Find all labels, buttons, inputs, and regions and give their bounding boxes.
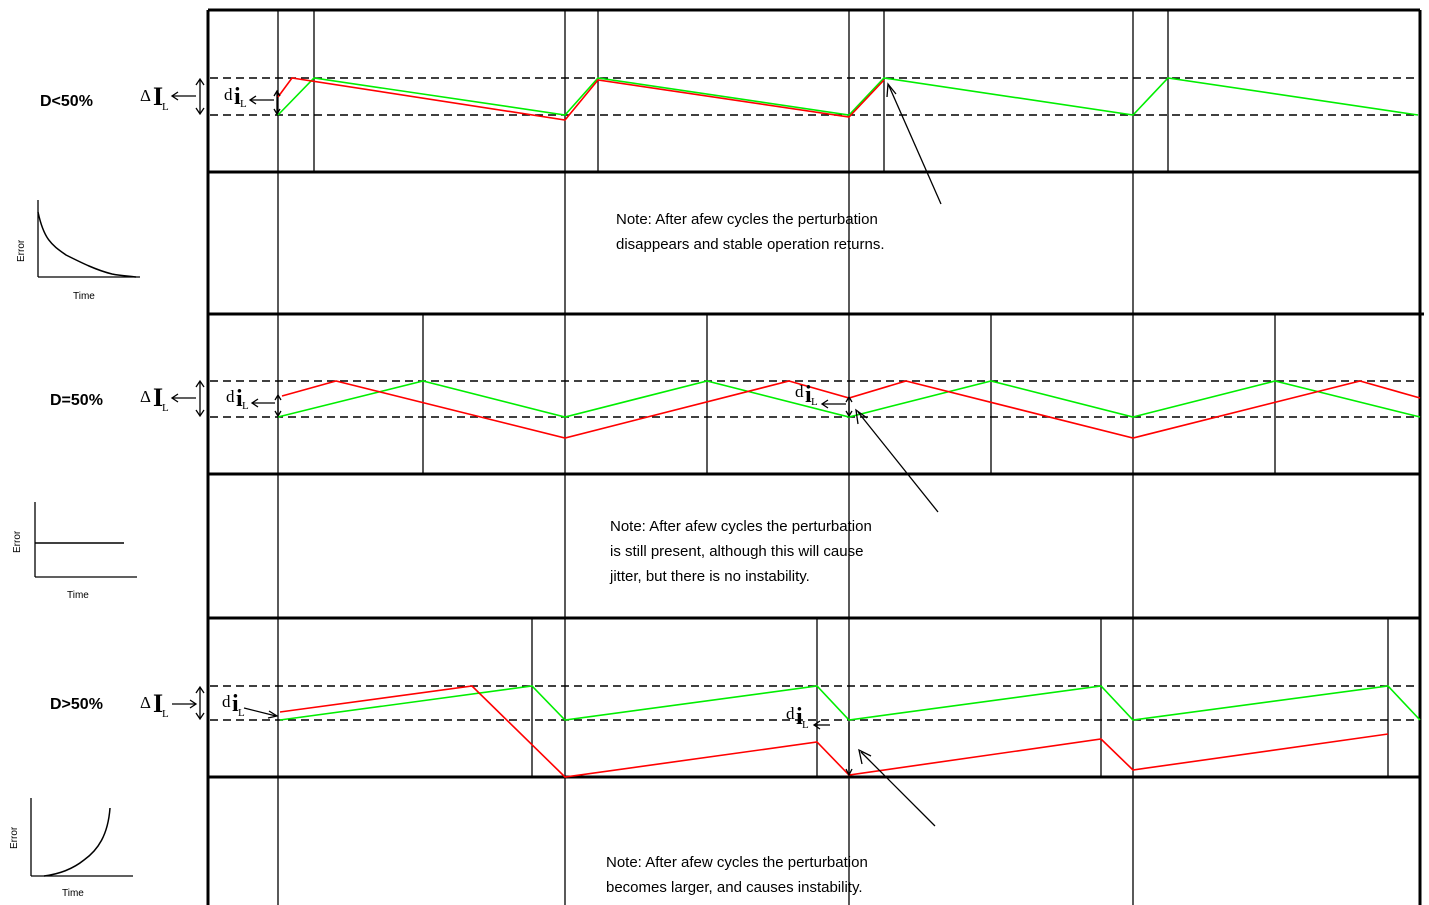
delta-subscript-1: L bbox=[162, 101, 169, 113]
note-2-line-2: is still present, although this will cau… bbox=[610, 543, 863, 560]
timing-grid bbox=[206, 8, 1424, 905]
d-subscript-2: L bbox=[242, 400, 249, 412]
delta-subscript-2: L bbox=[162, 402, 169, 414]
duty-cycle-label-2: D=50% bbox=[50, 392, 103, 409]
d-i-glyph-2: i bbox=[236, 386, 243, 412]
delta-i-glyph-3: I bbox=[153, 689, 163, 718]
error-axis-label-3: Error bbox=[9, 826, 20, 849]
duty-cycle-label-1: D<50% bbox=[40, 93, 93, 110]
d-symbol-2b: d bbox=[795, 382, 804, 401]
note-1-line-1: Note: After afew cycles the perturbation bbox=[616, 211, 878, 228]
duty-cycle-label-3: D>50% bbox=[50, 696, 103, 713]
note-2-line-3: jitter, but there is no instability. bbox=[609, 568, 810, 585]
d-symbol-2: d bbox=[226, 387, 235, 406]
time-axis-label-2: Time bbox=[67, 590, 89, 601]
panel-2-annotations: D=50% Δ I L d i L d i L Note: After afew… bbox=[50, 379, 939, 585]
delta-i-glyph-1: I bbox=[153, 82, 163, 111]
note-3-line-1: Note: After afew cycles the perturbation bbox=[606, 854, 868, 871]
d-symbol-1: d bbox=[224, 85, 233, 104]
d-i-glyph-1: i bbox=[234, 84, 241, 110]
perturbed-inductor-current-3 bbox=[279, 685, 1389, 778]
delta-i-glyph-2: I bbox=[153, 383, 163, 412]
note-1-line-2: disappears and stable operation returns. bbox=[616, 236, 885, 253]
d-i-glyph-3: i bbox=[232, 691, 239, 717]
d-symbol-3: d bbox=[222, 692, 231, 711]
note-3-line-2: becomes larger, and causes instability. bbox=[606, 879, 863, 896]
panel-3-annotations: D>50% Δ I L d i L d i L Note: After afew… bbox=[50, 685, 936, 896]
perturbed-inductor-current-2 bbox=[281, 380, 1421, 439]
error-inset-decaying: Error Time bbox=[16, 200, 140, 302]
d-i-glyph-3b: i bbox=[796, 704, 803, 730]
d-subscript-2b: L bbox=[811, 396, 818, 408]
time-axis-label-3: Time bbox=[62, 888, 84, 899]
error-curve-decaying bbox=[37, 211, 137, 278]
time-axis-label-1: Time bbox=[73, 291, 95, 302]
note-2-line-1: Note: After afew cycles the perturbation bbox=[610, 518, 872, 535]
d-subscript-3: L bbox=[238, 707, 245, 719]
panel-1-waveforms bbox=[277, 77, 1419, 121]
delta-symbol-3: Δ bbox=[140, 693, 151, 712]
delta-subscript-3: L bbox=[162, 708, 169, 720]
d-i-glyph-2b: i bbox=[805, 382, 812, 408]
error-axis-label-1: Error bbox=[16, 239, 27, 262]
panel-3-waveforms bbox=[279, 685, 1421, 778]
d-subscript-3b: L bbox=[802, 719, 809, 731]
delta-symbol-2: Δ bbox=[140, 387, 151, 406]
panel-1-annotations: D<50% Δ I L d i L Note: After afew cycle… bbox=[40, 77, 942, 253]
error-inset-growing: Error Time bbox=[9, 798, 133, 899]
error-inset-constant: Error Time bbox=[12, 502, 137, 601]
error-axis-label-2: Error bbox=[12, 530, 23, 553]
steady-state-inductor-current-1 bbox=[277, 77, 1419, 116]
perturbed-inductor-current-1 bbox=[277, 77, 885, 121]
delta-symbol-1: Δ bbox=[140, 86, 151, 105]
steady-state-inductor-current-3 bbox=[279, 685, 1421, 721]
error-curve-growing bbox=[43, 807, 111, 877]
d-symbol-3b: d bbox=[786, 704, 795, 723]
d-subscript-1: L bbox=[240, 98, 247, 110]
